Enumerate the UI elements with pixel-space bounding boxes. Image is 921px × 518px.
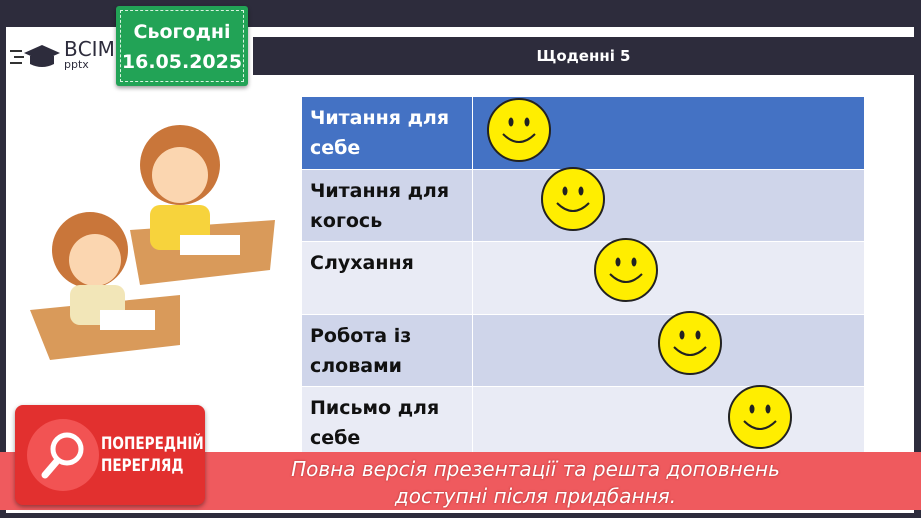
smiley-icon [657, 310, 723, 376]
badge-line-1: ПОПЕРЕДНІЙ [101, 434, 204, 454]
logo: ВСІМ pptx [10, 37, 115, 71]
activity-label: Слухання [302, 242, 473, 314]
smiley-icon [727, 384, 793, 450]
table-row: Слухання [302, 242, 864, 315]
table-row: Робота із словами [302, 314, 864, 387]
activity-label: Письмо для себе [302, 387, 473, 459]
magnifier-icon [27, 419, 99, 491]
graduation-cap-icon [10, 44, 60, 67]
preview-line-2: доступні після придбання. [394, 484, 677, 508]
logo-sub: pptx [64, 58, 89, 71]
preview-line-1: Повна версія презентації та решта доповн… [291, 457, 780, 481]
smiley-icon [540, 166, 606, 232]
date-label: Сьогодні [133, 21, 231, 43]
preview-badge: ПОПЕРЕДНІЙ ПЕРЕГЛЯД [15, 405, 205, 505]
badge-line-2: ПЕРЕГЛЯД [101, 456, 184, 476]
smiley-icon [593, 237, 659, 303]
page-title: Щоденні 5 [253, 37, 914, 75]
activity-label: Робота із словами [302, 314, 473, 386]
children-writing-illustration [30, 125, 275, 360]
smiley-icon [486, 97, 552, 163]
logo-main: ВСІМ [64, 37, 115, 61]
table-row: Читання для себе [302, 97, 864, 170]
activity-label: Читання для себе [302, 97, 473, 169]
date-badge: Сьогодні 16.05.2025 [116, 6, 248, 86]
activity-label: Читання для когось [302, 169, 473, 241]
date-value: 16.05.2025 [121, 51, 243, 73]
